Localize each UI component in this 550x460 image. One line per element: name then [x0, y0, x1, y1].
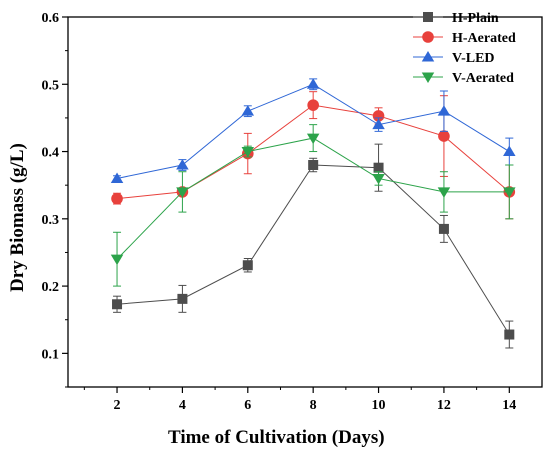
data-point	[307, 99, 319, 111]
series-v-led	[110, 78, 516, 183]
legend-label: H-Aerated	[452, 31, 516, 46]
data-point	[110, 172, 124, 183]
data-point	[437, 105, 451, 116]
data-point	[306, 78, 320, 89]
data-point	[306, 133, 320, 145]
data-point	[112, 299, 123, 310]
data-point	[372, 110, 385, 122]
data-point	[373, 162, 384, 173]
legend-marker	[422, 31, 434, 43]
x-tick-label: 10	[372, 398, 386, 413]
data-point	[176, 159, 189, 170]
y-tick-label: 0.2	[42, 280, 60, 295]
series-line	[116, 137, 510, 260]
data-point	[241, 105, 255, 116]
y-tick-label: 0.4	[42, 146, 60, 161]
legend-label: V-LED	[452, 51, 495, 66]
y-tick-label: 0.6	[42, 11, 60, 26]
plot-frame	[67, 16, 543, 388]
y-tick-label: 0.3	[42, 213, 60, 228]
data-point	[438, 130, 450, 142]
series-line	[116, 164, 510, 335]
y-tick-label: 0.5	[42, 78, 60, 93]
axes: 2 4 6 8 10 12 14 0.1 0.2 0.3 0.4 0.5 0.6	[42, 11, 543, 413]
legend-label: V-Aerated	[452, 71, 514, 86]
legend: H-Plain H-Aerated V-LED V-Aerated	[413, 11, 516, 86]
data-point	[110, 254, 124, 266]
x-tick-label: 12	[437, 398, 451, 413]
y-tick-label: 0.1	[42, 347, 60, 362]
x-tick-label: 14	[502, 398, 516, 413]
data-point	[372, 173, 385, 185]
series-layer	[110, 78, 516, 349]
x-tick-label: 8	[310, 398, 317, 413]
data-point	[177, 293, 188, 304]
x-tick-label: 6	[244, 398, 251, 413]
data-point	[111, 192, 123, 205]
data-point	[438, 223, 449, 234]
y-axis-label: Dry Biomass (g/L)	[7, 143, 28, 292]
legend-label: H-Plain	[452, 11, 499, 26]
data-point	[308, 160, 319, 170]
x-tick-label: 2	[114, 398, 121, 413]
data-point	[176, 187, 189, 198]
x-tick-label: 4	[179, 398, 186, 413]
data-point	[504, 329, 515, 340]
legend-marker	[421, 72, 435, 83]
data-point	[241, 147, 255, 158]
data-point	[437, 187, 451, 198]
series-h-aerated	[111, 91, 516, 220]
data-point	[242, 260, 253, 271]
x-axis-label: Time of Cultivation (Days)	[168, 427, 385, 448]
series-h-plain	[112, 143, 515, 349]
legend-marker	[421, 51, 435, 62]
data-point	[503, 145, 516, 157]
legend-marker	[423, 12, 433, 22]
data-point	[372, 118, 385, 130]
series-v-aerated	[110, 124, 516, 287]
data-point	[503, 187, 516, 198]
